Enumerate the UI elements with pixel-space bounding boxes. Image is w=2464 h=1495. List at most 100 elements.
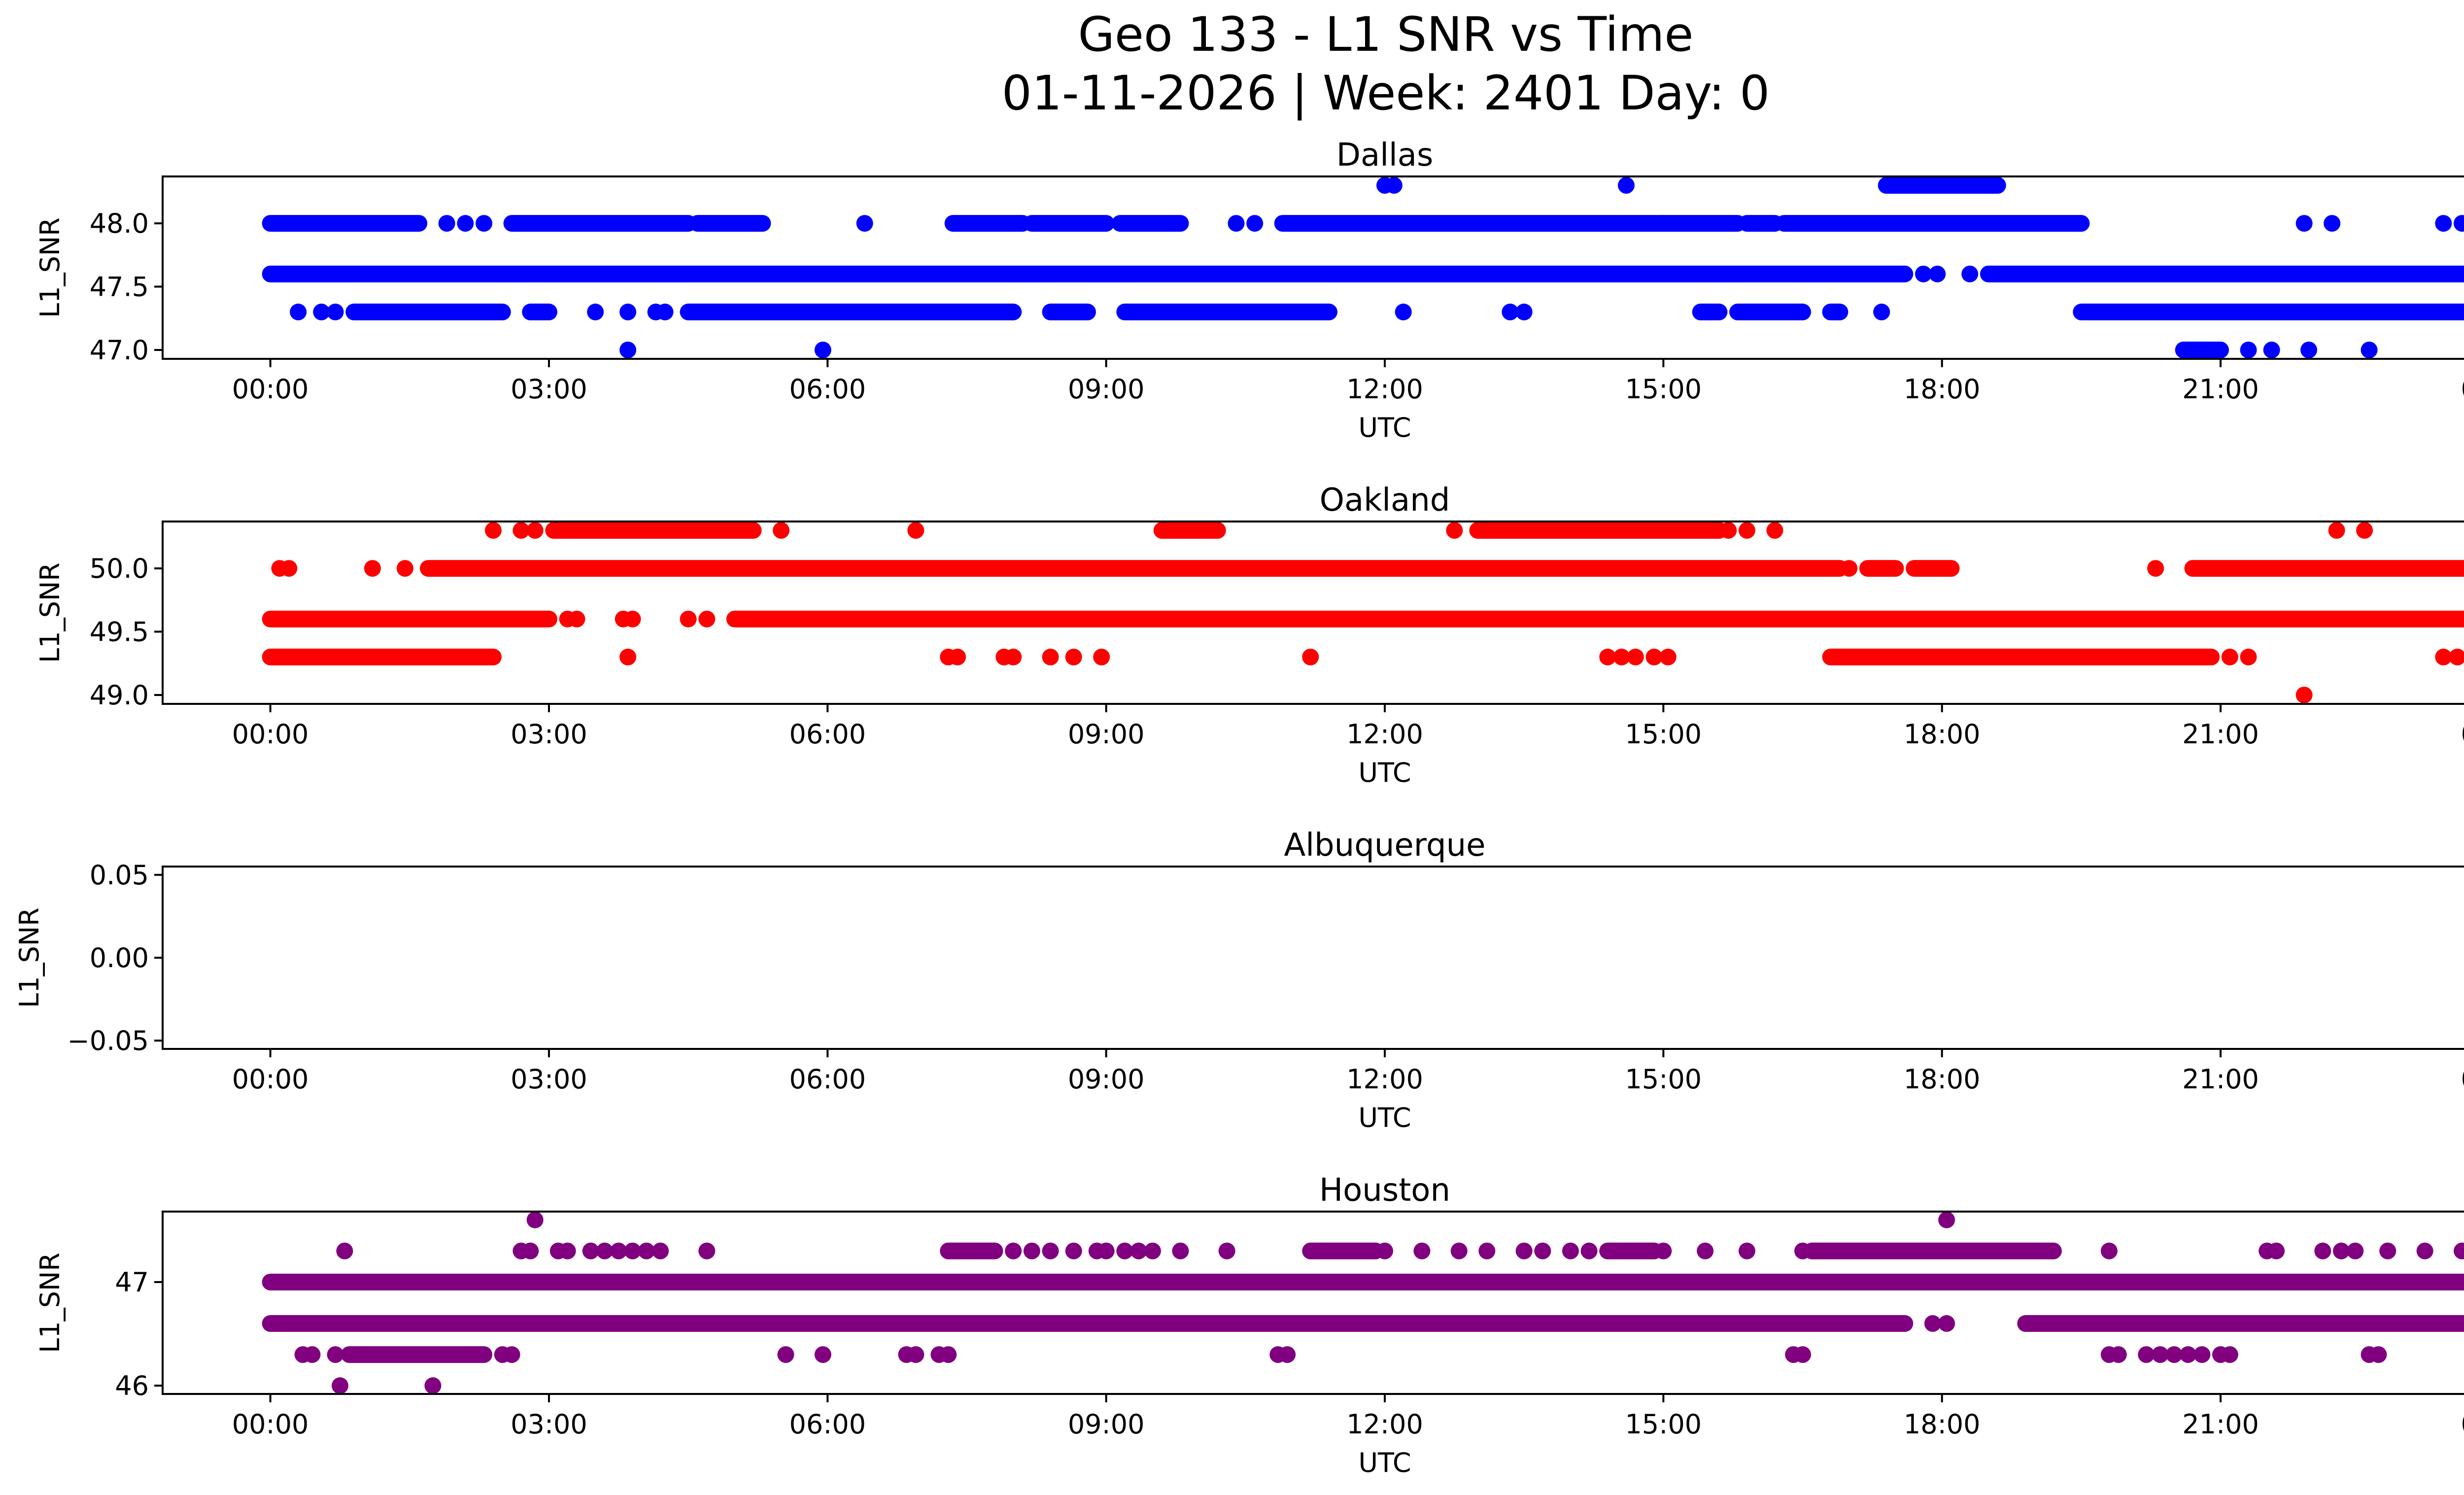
data-point	[1645, 648, 1663, 665]
data-point	[2454, 215, 2464, 232]
data-run	[940, 1242, 1003, 1259]
x-tick-label: 09:00	[1068, 1064, 1145, 1095]
data-point	[2268, 1242, 2285, 1259]
data-point	[457, 215, 474, 232]
data-point	[680, 610, 697, 627]
data-point	[619, 303, 637, 320]
subplots: Dallas 00:00 03:00 06:00 09:00 12:00 15:00 18:0…	[14, 137, 2464, 1478]
data-run	[262, 610, 557, 627]
x-tick-label: 03:00	[511, 374, 587, 405]
data-run	[1822, 303, 1848, 320]
data-point	[331, 1377, 348, 1394]
x-tick-label: 00:00	[2461, 374, 2464, 405]
data-run	[1042, 303, 1096, 320]
data-point	[2240, 648, 2257, 665]
data-run	[262, 265, 1914, 282]
data-point	[2324, 215, 2341, 232]
data-point	[1413, 1242, 1431, 1259]
subplot-title: Dallas	[1336, 137, 1434, 174]
data-run	[545, 522, 762, 539]
y-axis-label: L1_SNR	[34, 217, 66, 318]
data-point	[814, 342, 831, 359]
x-tick-label: 00:00	[232, 1064, 309, 1095]
x-axis-label: UTC	[1358, 1102, 1411, 1133]
data-point	[940, 1346, 957, 1363]
data-run	[1302, 1242, 1384, 1259]
data-run	[1906, 560, 1960, 577]
data-point	[2138, 1346, 2155, 1363]
data-run	[2017, 1315, 2464, 1332]
x-tick-label: 21:00	[2182, 719, 2259, 750]
data-point	[2221, 648, 2238, 665]
data-point	[2147, 560, 2164, 577]
data-run	[1738, 215, 1783, 232]
data-run	[689, 215, 771, 232]
data-run	[262, 1273, 2464, 1290]
data-run	[1023, 215, 1115, 232]
x-tick-label: 18:00	[1904, 1409, 1981, 1440]
subplot-oakland: Oakland 00:00 03:00 06:00 09:00 12:00 15:00 18:…	[34, 482, 2464, 788]
figure-subtitle: 01-11-2026 | Week: 2401 Day: 0	[1002, 66, 1770, 121]
data-point	[559, 1242, 576, 1259]
data-point	[304, 1346, 321, 1363]
data-point	[1794, 1242, 1812, 1259]
x-tick-label: 09:00	[1068, 719, 1145, 750]
subplot-albuquerque: Albuquerque 00:00 03:00 06:00 09:00 12:00 15:0…	[14, 827, 2464, 1133]
data-run	[522, 303, 557, 320]
data-point	[949, 648, 966, 665]
data-run	[503, 215, 697, 232]
data-point	[2300, 342, 2318, 359]
y-axis-label: L1_SNR	[34, 1252, 66, 1353]
data-point	[526, 522, 544, 539]
data-series	[262, 1211, 2464, 1394]
data-point	[1385, 176, 1403, 194]
data-point	[1116, 1242, 1133, 1259]
data-point	[1042, 1242, 1059, 1259]
data-point	[1938, 1211, 1955, 1228]
data-point	[1130, 1242, 1147, 1259]
x-tick-label: 12:00	[1346, 719, 1423, 750]
data-point	[2370, 1346, 2387, 1363]
data-point	[327, 303, 344, 320]
data-point	[1697, 1242, 1714, 1259]
data-point	[1376, 1242, 1393, 1259]
data-point	[610, 1242, 627, 1259]
data-series	[262, 176, 2464, 359]
data-point	[522, 1242, 539, 1259]
data-point	[2356, 522, 2373, 539]
data-point	[1938, 1315, 1955, 1332]
data-point	[619, 342, 637, 359]
data-point	[1929, 265, 1946, 282]
data-point	[327, 1346, 344, 1363]
subplot-houston: Houston 00:00 03:00 06:00 09:00 12:00 15:00 18:…	[34, 1172, 2464, 1478]
data-point	[1794, 1346, 1812, 1363]
data-point	[1841, 560, 1858, 577]
data-run	[419, 560, 1848, 577]
x-tick-label: 00:00	[2461, 1064, 2464, 1095]
data-point	[2240, 342, 2257, 359]
x-tick-label: 15:00	[1625, 1064, 1702, 1095]
data-point	[476, 215, 493, 232]
data-point	[1961, 265, 1979, 282]
data-point	[1915, 265, 1932, 282]
data-point	[1502, 303, 1519, 320]
x-axis-label: UTC	[1358, 412, 1411, 443]
data-point	[2416, 1242, 2433, 1259]
data-point	[1218, 1242, 1235, 1259]
data-point	[2361, 342, 2378, 359]
y-axis-label: L1_SNR	[14, 907, 45, 1008]
x-tick-label: 21:00	[2182, 1409, 2259, 1440]
x-tick-label: 06:00	[789, 374, 866, 405]
data-point	[587, 303, 604, 320]
data-run	[1776, 215, 2090, 232]
data-point	[907, 1346, 924, 1363]
data-point	[1562, 1242, 1579, 1259]
data-point	[1446, 522, 1463, 539]
data-point	[2152, 1346, 2169, 1363]
data-point	[1246, 215, 1264, 232]
x-tick-label: 21:00	[2182, 1064, 2259, 1095]
data-point	[1172, 1242, 1189, 1259]
y-tick-label: 49.5	[90, 617, 149, 648]
x-tick-label: 18:00	[1904, 1064, 1981, 1095]
data-point	[313, 303, 330, 320]
